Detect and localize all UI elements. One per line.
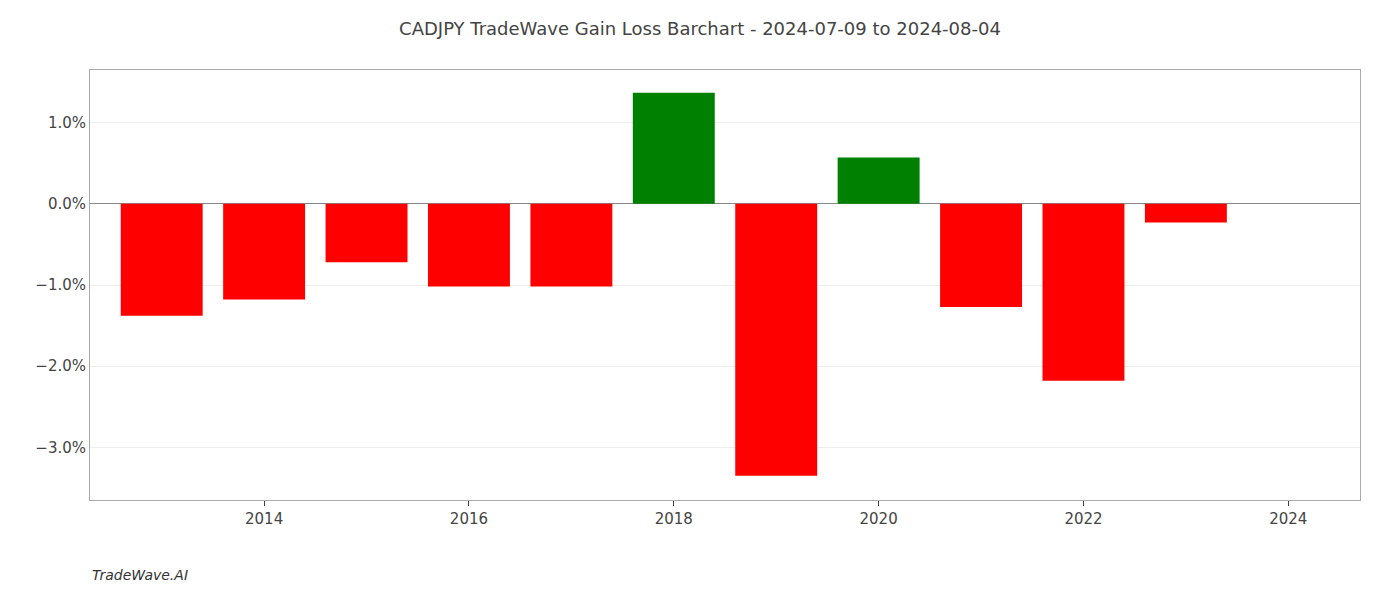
svg-text:−2.0%: −2.0%	[35, 357, 86, 375]
svg-text:−1.0%: −1.0%	[35, 276, 86, 294]
svg-text:TradeWave.AI: TradeWave.AI	[92, 567, 188, 583]
svg-text:1.0%: 1.0%	[48, 114, 86, 132]
svg-text:2024: 2024	[1269, 510, 1307, 528]
svg-text:0.0%: 0.0%	[48, 195, 86, 213]
svg-text:2014: 2014	[245, 510, 283, 528]
svg-text:2022: 2022	[1064, 510, 1102, 528]
svg-text:−3.0%: −3.0%	[35, 439, 86, 457]
svg-text:2018: 2018	[655, 510, 693, 528]
svg-text:2016: 2016	[450, 510, 488, 528]
svg-text:CADJPY TradeWave Gain Loss Bar: CADJPY TradeWave Gain Loss Barchart - 20…	[399, 18, 1001, 39]
svg-text:2020: 2020	[860, 510, 898, 528]
